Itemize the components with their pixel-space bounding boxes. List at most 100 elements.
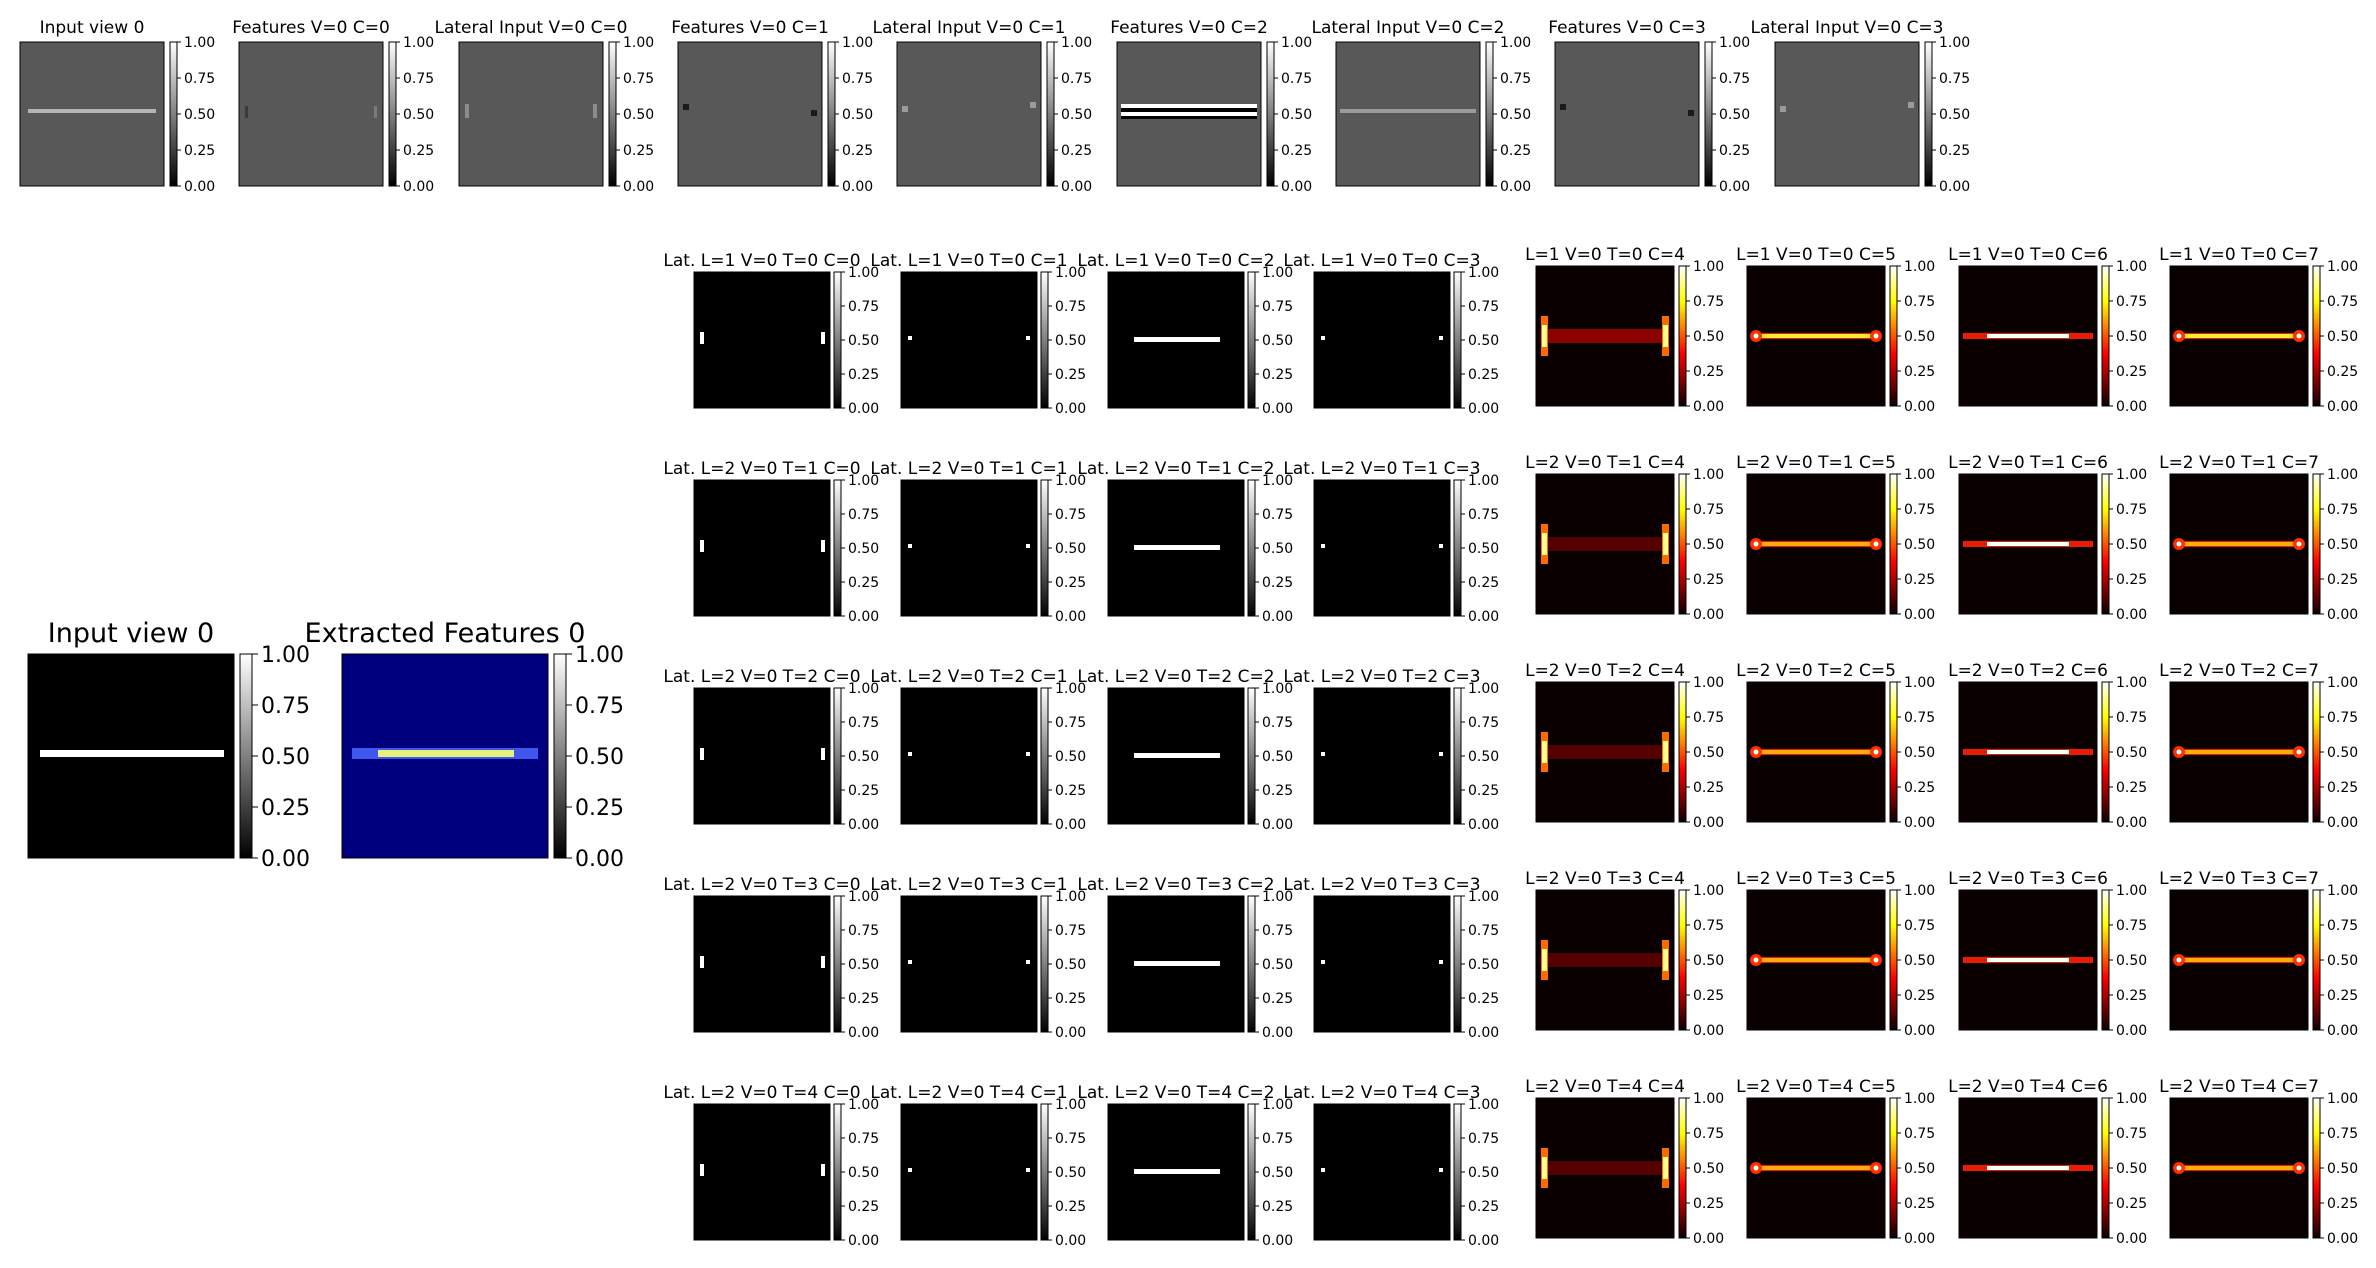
heatmap-edge: [1663, 1157, 1668, 1179]
colorbar-tick-label: 0.50: [1262, 333, 1293, 349]
heatmap-image: [693, 271, 831, 409]
colorbar-tick-label: 1.00: [2116, 467, 2147, 483]
heatmap-image: [238, 41, 384, 187]
colorbar-tick-label: 0.50: [848, 541, 879, 557]
panel-title: Input view 0: [48, 618, 214, 649]
top-panel: 0.00 0.25 0.50 0.75 1.00 Features V=0 C=2: [1110, 18, 1312, 195]
panel-title: L=1 V=0 T=0 C=4: [1525, 245, 1685, 265]
heatmap-edge: [700, 748, 704, 760]
grid-panel-hot: 0.00 0.25 0.50 0.75 1.00 L=1 V=0 T=0 C=4: [1525, 245, 1724, 415]
colorbar-gradient: [1247, 895, 1256, 1033]
colorbar-tick-label: 0.25: [1055, 991, 1086, 1007]
colorbar-tick-label: 0.50: [2327, 953, 2358, 969]
colorbar-tick-label: 0.75: [2116, 502, 2147, 518]
colorbar-tick-label: 1.00: [1262, 1097, 1293, 1113]
colorbar-gradient: [2101, 889, 2110, 1031]
colorbar-gradient: [1678, 473, 1687, 615]
heatmap-line: [2182, 958, 2296, 962]
colorbar-tick-label: 0.00: [1468, 401, 1499, 417]
colorbar: 0.00 0.25 0.50 0.75 1.00: [1040, 473, 1086, 625]
heatmap-edge: [245, 106, 248, 118]
colorbar-tick-label: 1.00: [1939, 35, 1970, 51]
panel-title: Lat. L=2 V=0 T=4 C=0: [663, 1083, 860, 1103]
colorbar-tick-label: 1.00: [842, 35, 873, 51]
colorbar-gradient: [169, 41, 178, 187]
heatmap-line: [1987, 542, 2069, 546]
heatmap-line: [2182, 542, 2296, 546]
heatmap-node: [1753, 541, 1759, 547]
grid-panel-hot: 0.00 0.25 0.50 0.75 1.00 L=2 V=0 T=4 C=4: [1525, 1077, 1724, 1247]
heatmap-line: [1759, 542, 1873, 546]
colorbar-tick-label: 1.00: [1904, 883, 1935, 899]
colorbar-tick-label: 0.00: [1904, 1023, 1935, 1039]
colorbar-tick-label: 0.50: [2327, 1161, 2358, 1177]
colorbar: 0.00 0.25 0.50 0.75 1.00: [1889, 259, 1935, 415]
colorbar-gradient: [2101, 265, 2110, 407]
colorbar-tick-label: 0.75: [1055, 507, 1086, 523]
colorbar-tick-label: 0.25: [1262, 783, 1293, 799]
grid-panel-hot: 0.00 0.25 0.50 0.75 1.00 L=2 V=0 T=2 C=6: [1948, 661, 2147, 831]
heatmap-edge: [821, 956, 825, 968]
heatmap-line: [1987, 750, 2069, 754]
colorbar-tick-label: 0.25: [1055, 1199, 1086, 1215]
colorbar-tick-label: 0.50: [1693, 953, 1724, 969]
colorbar: 0.00 0.25 0.50 0.75 1.00: [1266, 35, 1312, 195]
colorbar-tick-label: 0.50: [1055, 1165, 1086, 1181]
colorbar-gradient: [2312, 473, 2321, 615]
colorbar-tick-label: 0.75: [1468, 715, 1499, 731]
large-panels: 0.00 0.25 0.50 0.75 1.00 Input view 0 0.00 0.25…: [27, 618, 624, 872]
colorbar-tick-label: 0.75: [1468, 923, 1499, 939]
colorbar-tick-label: 0.25: [1904, 780, 1935, 796]
heatmap-image: [677, 41, 823, 187]
top-panel: 0.00 0.25 0.50 0.75 1.00 Features V=0 C=1: [671, 18, 873, 195]
heatmap-line: [1134, 961, 1220, 966]
heatmap-edge: [683, 104, 689, 110]
colorbar-tick-label: 1.00: [2116, 259, 2147, 275]
colorbar-gradient: [1704, 41, 1713, 187]
colorbar-gradient: [2101, 473, 2110, 615]
colorbar-gradient: [388, 41, 397, 187]
colorbar-gradient: [827, 41, 836, 187]
colorbar-tick-label: 0.75: [2327, 294, 2358, 310]
colorbar-tick-label: 0.25: [2327, 572, 2358, 588]
colorbar-tick-label: 0.75: [848, 1131, 879, 1147]
colorbar-tick-label: 0.25: [2327, 364, 2358, 380]
colorbar: 0.00 0.25 0.50 0.75 1.00: [1485, 35, 1531, 195]
colorbar-tick-label: 0.75: [1262, 715, 1293, 731]
colorbar-tick-label: 0.25: [1262, 1199, 1293, 1215]
colorbar-tick-label: 0.00: [842, 179, 873, 195]
heatmap-image: [693, 479, 831, 617]
colorbar-tick-label: 1.00: [848, 265, 879, 281]
colorbar-tick-label: 0.00: [1262, 401, 1293, 417]
colorbar-tick-label: 1.00: [848, 473, 879, 489]
colorbar-tick-label: 0.00: [848, 817, 879, 833]
heatmap-image: [19, 41, 165, 187]
colorbar-tick-label: 0.75: [1262, 507, 1293, 523]
colorbar-tick-label: 1.00: [1262, 473, 1293, 489]
colorbar-tick-label: 0.75: [848, 507, 879, 523]
colorbar-tick-label: 1.00: [184, 35, 215, 51]
panel-title: Features V=0 C=1: [671, 18, 829, 38]
heatmap-node: [2296, 957, 2302, 963]
colorbar-tick-label: 0.00: [1939, 179, 1970, 195]
heatmap-image: [693, 687, 831, 825]
colorbar-tick-label: 0.50: [2327, 745, 2358, 761]
colorbar-tick-label: 1.00: [403, 35, 434, 51]
colorbar-tick-label: 0.00: [623, 179, 654, 195]
heatmap-edge: [700, 332, 704, 344]
heatmap-line: [1987, 958, 2069, 962]
heatmap-edge: [811, 110, 817, 116]
colorbar-tick-label: 0.25: [1693, 1196, 1724, 1212]
colorbar-gradient: [1889, 1097, 1898, 1239]
colorbar-tick-label: 0.25: [1939, 143, 1970, 159]
